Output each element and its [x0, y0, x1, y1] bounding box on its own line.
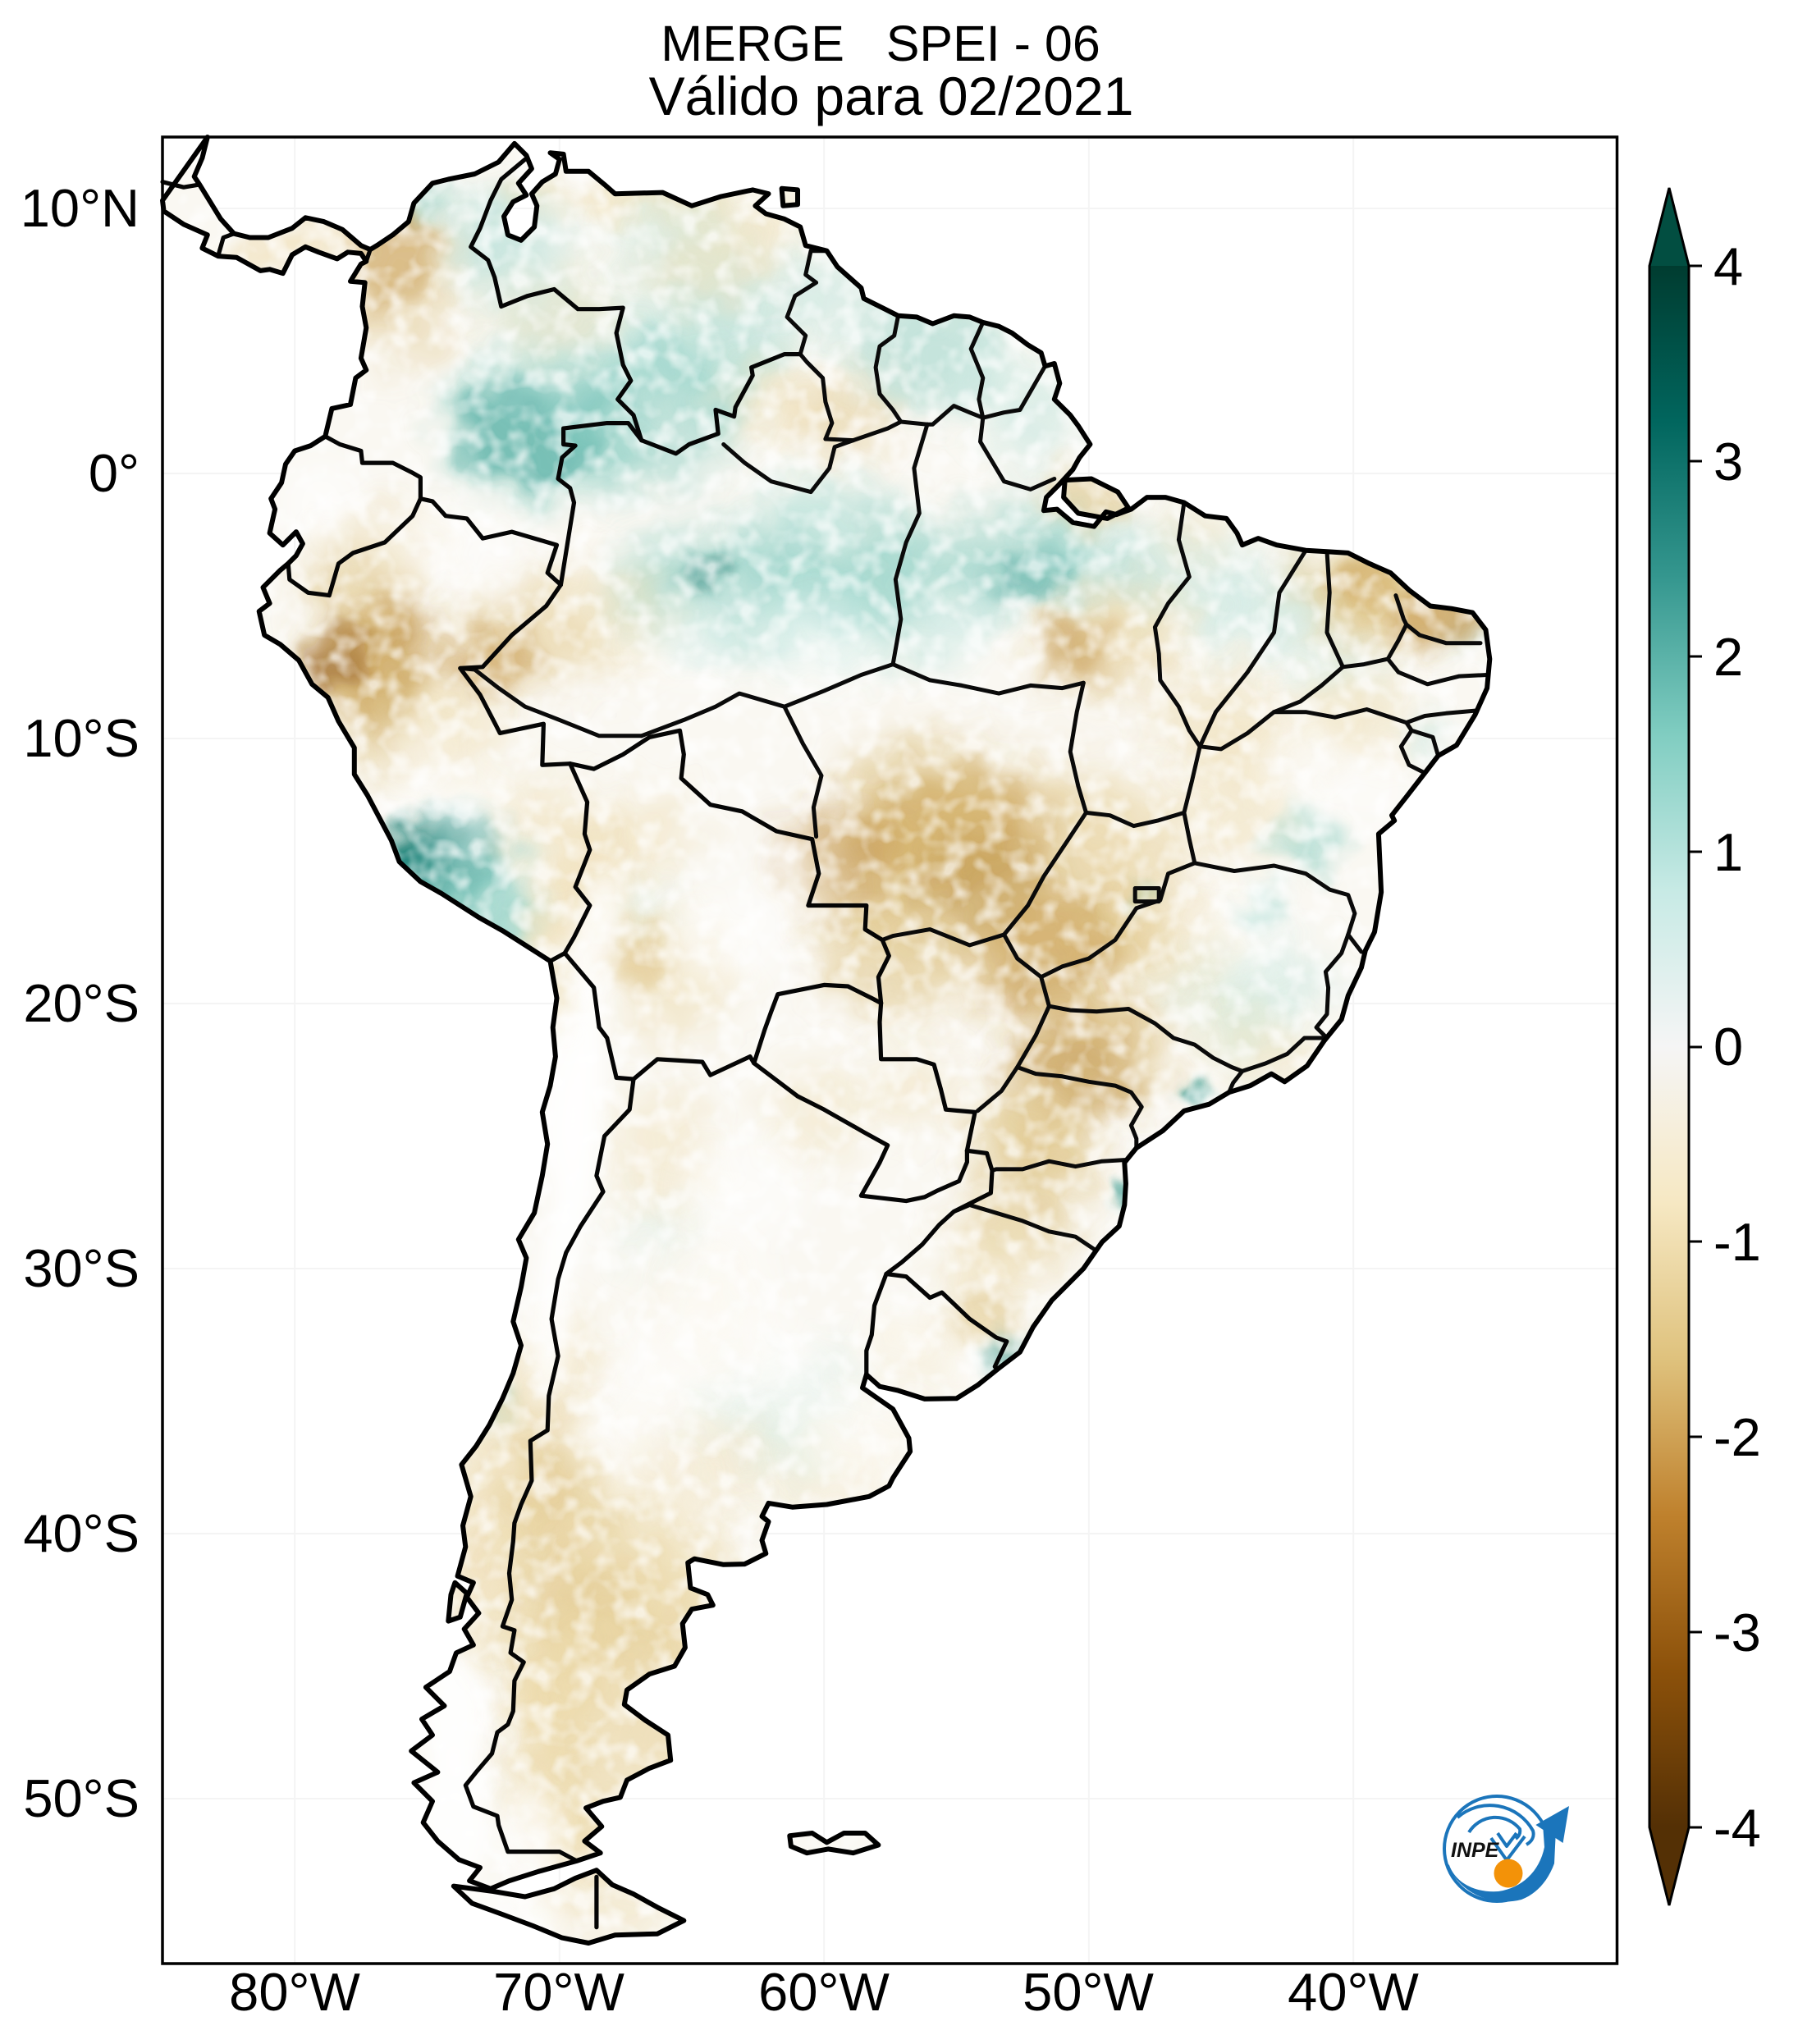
svg-text:3: 3 [1713, 432, 1743, 492]
svg-text:1: 1 [1713, 822, 1743, 882]
svg-text:40°S: 40°S [23, 1503, 140, 1563]
svg-text:0: 0 [1713, 1017, 1743, 1077]
svg-text:10°N: 10°N [21, 178, 140, 238]
svg-text:-4: -4 [1713, 1798, 1761, 1858]
svg-text:30°S: 30°S [23, 1238, 140, 1298]
svg-text:10°S: 10°S [23, 708, 140, 768]
svg-text:50°W: 50°W [1023, 1962, 1154, 2022]
svg-text:60°W: 60°W [758, 1962, 890, 2022]
svg-text:-1: -1 [1713, 1212, 1761, 1272]
svg-text:20°S: 20°S [23, 973, 140, 1033]
svg-text:-2: -2 [1713, 1407, 1761, 1467]
svg-text:2: 2 [1713, 627, 1743, 687]
svg-text:Válido para 02/2021: Válido para 02/2021 [649, 66, 1134, 126]
svg-text:50°S: 50°S [23, 1768, 140, 1828]
svg-text:INPE: INPE [1451, 1839, 1500, 1862]
svg-text:80°W: 80°W [229, 1962, 360, 2022]
svg-text:40°W: 40°W [1288, 1962, 1419, 2022]
svg-text:70°W: 70°W [493, 1962, 624, 2022]
svg-text:MERGE SPEI - 06: MERGE SPEI - 06 [661, 16, 1100, 71]
svg-text:-3: -3 [1713, 1603, 1761, 1662]
svg-text:0°: 0° [89, 443, 140, 503]
svg-text:4: 4 [1713, 236, 1743, 296]
